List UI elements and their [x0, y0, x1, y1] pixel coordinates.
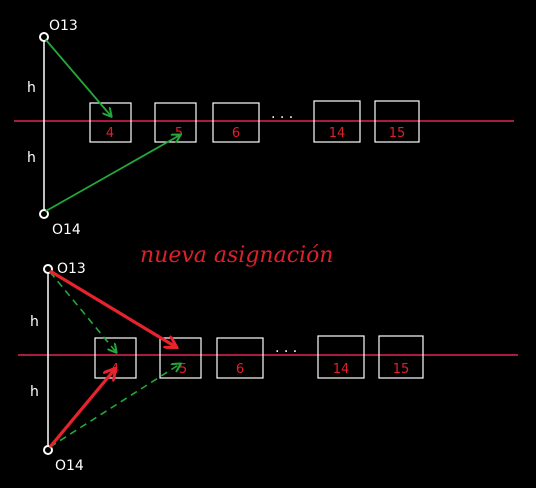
bottom-box-2 [159, 337, 202, 379]
bottom-ellipsis: . . . [275, 340, 297, 356]
bottom-node-o14-label: O14 [55, 458, 84, 474]
bottom-new-arrow-o14-to-box-4 [48, 369, 115, 449]
top-ellipsis: . . . [271, 106, 293, 122]
top-box-3-label: 6 [232, 126, 240, 141]
top-node-o14-label: O14 [52, 222, 81, 238]
top-node-o13-label: O13 [49, 18, 78, 34]
top-arrow-o13-to-box-4 [45, 39, 111, 116]
top-arrow-o14-to-box-5 [45, 135, 180, 212]
bottom-old-arrow-o14-to-box-5 [49, 364, 180, 448]
bottom-box-5-label: 15 [393, 362, 410, 377]
top-box-3 [212, 102, 260, 143]
top-box-4-label: 14 [329, 126, 346, 141]
bottom-box-4-label: 14 [333, 362, 350, 377]
bottom-box-4 [317, 335, 365, 379]
top-segment-label-upper: h [27, 80, 36, 96]
top-box-4 [313, 100, 361, 143]
bottom-old-arrow-o13-to-box-4 [49, 271, 116, 352]
top-box-1 [89, 102, 132, 143]
top-box-5-label: 15 [389, 126, 406, 141]
top-box-1-label: 4 [106, 126, 114, 141]
bottom-box-2-label: 5 [179, 362, 187, 377]
bottom-segment-label-lower: h [30, 384, 39, 400]
bottom-box-3-label: 6 [236, 362, 244, 377]
bottom-new-arrow-o13-to-box-5 [49, 269, 176, 347]
top-segment-label-lower: h [27, 150, 36, 166]
bottom-segment-label-upper: h [30, 314, 39, 330]
new-assignment-heading: nueva asignación [140, 243, 333, 268]
bottom-diagram: O13 O14 h h 4 5 6 14 15 . . . [18, 261, 518, 474]
bottom-node-o13-label: O13 [57, 261, 86, 277]
top-node-o14 [39, 209, 49, 219]
top-box-2-label: 5 [175, 126, 183, 141]
bottom-node-o14 [43, 445, 53, 455]
top-box-5 [374, 100, 420, 143]
bottom-box-3 [216, 337, 264, 379]
top-diagram: O13 O14 h h 4 5 6 14 15 . . . [14, 18, 514, 238]
bottom-box-5 [378, 335, 424, 379]
top-node-o13 [39, 32, 49, 42]
